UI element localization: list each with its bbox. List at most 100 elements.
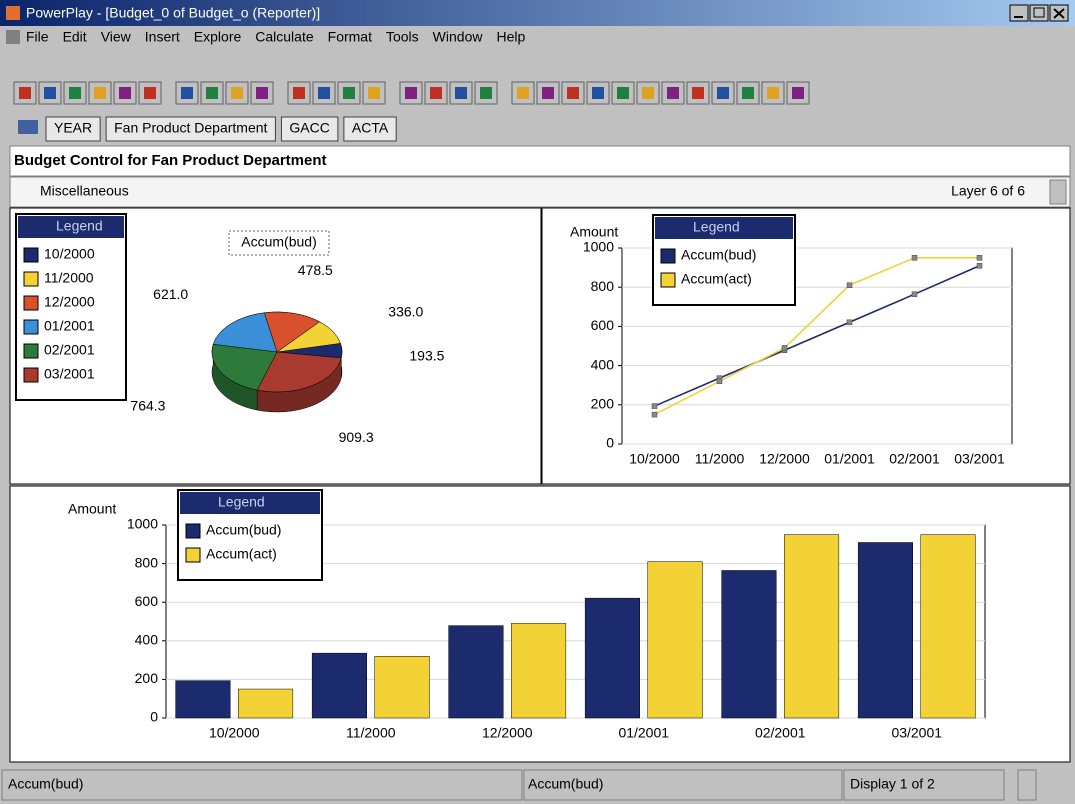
legend-swatch xyxy=(24,344,38,358)
data-point xyxy=(717,379,722,384)
legend-swatch xyxy=(24,296,38,310)
toolbar-icon xyxy=(256,87,268,99)
toolbar-icon xyxy=(69,87,81,99)
maximize-button[interactable] xyxy=(1030,5,1048,21)
menu-item[interactable]: File xyxy=(26,29,49,45)
legend-label: 11/2000 xyxy=(44,270,94,286)
toolbar-icon xyxy=(293,87,305,99)
bar xyxy=(511,623,566,718)
toolbar-icon xyxy=(742,87,754,99)
data-point xyxy=(977,255,982,260)
y-axis-label: Amount xyxy=(570,224,618,240)
tab-label: ACTA xyxy=(352,120,389,136)
data-point xyxy=(652,404,657,409)
toolbar-icon xyxy=(318,87,330,99)
bar xyxy=(784,535,839,718)
toolbar-icon xyxy=(343,87,355,99)
tab-label: Fan Product Department xyxy=(114,120,267,136)
toolbar-icon xyxy=(44,87,56,99)
y-tick-label: 1000 xyxy=(127,516,158,532)
legend-title: Legend xyxy=(218,494,265,510)
tab-icon xyxy=(18,120,38,134)
menu-item[interactable]: Format xyxy=(328,29,372,45)
toolbar-icon xyxy=(119,87,131,99)
legend-label: Accum(act) xyxy=(206,546,277,562)
bar xyxy=(176,681,231,718)
legend-label: 12/2000 xyxy=(44,294,95,310)
layer-spinner[interactable] xyxy=(1050,180,1066,204)
x-tick-label: 01/2001 xyxy=(618,725,669,741)
legend-swatch xyxy=(24,368,38,382)
toolbar-icon xyxy=(567,87,579,99)
layer-label: Layer 6 of 6 xyxy=(951,183,1025,199)
y-tick-label: 0 xyxy=(606,435,614,451)
menu-item[interactable]: Window xyxy=(433,29,484,45)
bar xyxy=(585,598,640,718)
legend-title: Legend xyxy=(56,218,103,234)
minimize-button[interactable] xyxy=(1010,5,1028,21)
pie-title: Accum(bud) xyxy=(241,234,316,250)
toolbar-icon xyxy=(181,87,193,99)
toolbar-icon xyxy=(592,87,604,99)
app-icon xyxy=(6,6,20,20)
y-tick-label: 1000 xyxy=(583,239,614,255)
status-text: Display 1 of 2 xyxy=(850,776,935,792)
x-tick-label: 02/2001 xyxy=(755,725,806,741)
menu-item[interactable]: Tools xyxy=(386,29,419,45)
x-tick-label: 10/2000 xyxy=(209,725,260,741)
pie-value-label: 336.0 xyxy=(388,304,423,320)
y-tick-label: 200 xyxy=(135,670,159,686)
toolbar-icon xyxy=(430,87,442,99)
x-tick-label: 01/2001 xyxy=(824,451,875,467)
menu-item[interactable]: Help xyxy=(496,29,525,45)
toolbar-icon xyxy=(144,87,156,99)
toolbar-icon xyxy=(517,87,529,99)
window-controls[interactable] xyxy=(1010,5,1068,21)
toolbar-icon xyxy=(231,87,243,99)
data-point xyxy=(977,263,982,268)
bar xyxy=(449,626,504,718)
menu-item[interactable]: Edit xyxy=(63,29,87,45)
y-tick-label: 400 xyxy=(591,356,615,372)
toolbar-icon xyxy=(617,87,629,99)
x-tick-label: 11/2000 xyxy=(695,451,745,467)
x-tick-label: 02/2001 xyxy=(889,451,940,467)
bar xyxy=(722,570,777,718)
legend-swatch xyxy=(24,320,38,334)
legend-swatch xyxy=(661,249,675,263)
pie-value-label: 621.0 xyxy=(153,286,188,302)
legend-label: 03/2001 xyxy=(44,366,95,382)
menu-icon xyxy=(6,30,20,44)
legend-label: 10/2000 xyxy=(44,246,95,262)
menu-item[interactable]: View xyxy=(101,29,132,45)
toolbar-icon xyxy=(692,87,704,99)
bar xyxy=(238,689,293,718)
tab-label: YEAR xyxy=(54,120,92,136)
pie-value-label: 193.5 xyxy=(409,348,444,364)
toolbar-icon xyxy=(642,87,654,99)
legend-swatch xyxy=(186,548,200,562)
bar xyxy=(648,562,703,718)
pie-value-label: 764.3 xyxy=(130,398,165,414)
data-point xyxy=(912,255,917,260)
menu-item[interactable]: Insert xyxy=(145,29,180,45)
toolbar-icon xyxy=(767,87,779,99)
data-point xyxy=(912,292,917,297)
legend-swatch xyxy=(661,273,675,287)
y-tick-label: 600 xyxy=(135,593,159,609)
x-tick-label: 12/2000 xyxy=(482,725,533,741)
toolbar-icon xyxy=(480,87,492,99)
menu-item[interactable]: Explore xyxy=(194,29,242,45)
legend-label: Accum(act) xyxy=(681,271,752,287)
legend-label: Accum(bud) xyxy=(206,522,281,538)
tab-label: GACC xyxy=(289,120,329,136)
x-tick-label: 03/2001 xyxy=(891,725,942,741)
y-tick-label: 800 xyxy=(591,278,615,294)
display-spinner[interactable] xyxy=(1018,770,1036,800)
x-tick-label: 11/2000 xyxy=(346,725,396,741)
data-point xyxy=(847,283,852,288)
legend-title: Legend xyxy=(693,219,740,235)
bar xyxy=(921,535,976,718)
menu-item[interactable]: Calculate xyxy=(255,29,314,45)
toolbar-icon xyxy=(542,87,554,99)
